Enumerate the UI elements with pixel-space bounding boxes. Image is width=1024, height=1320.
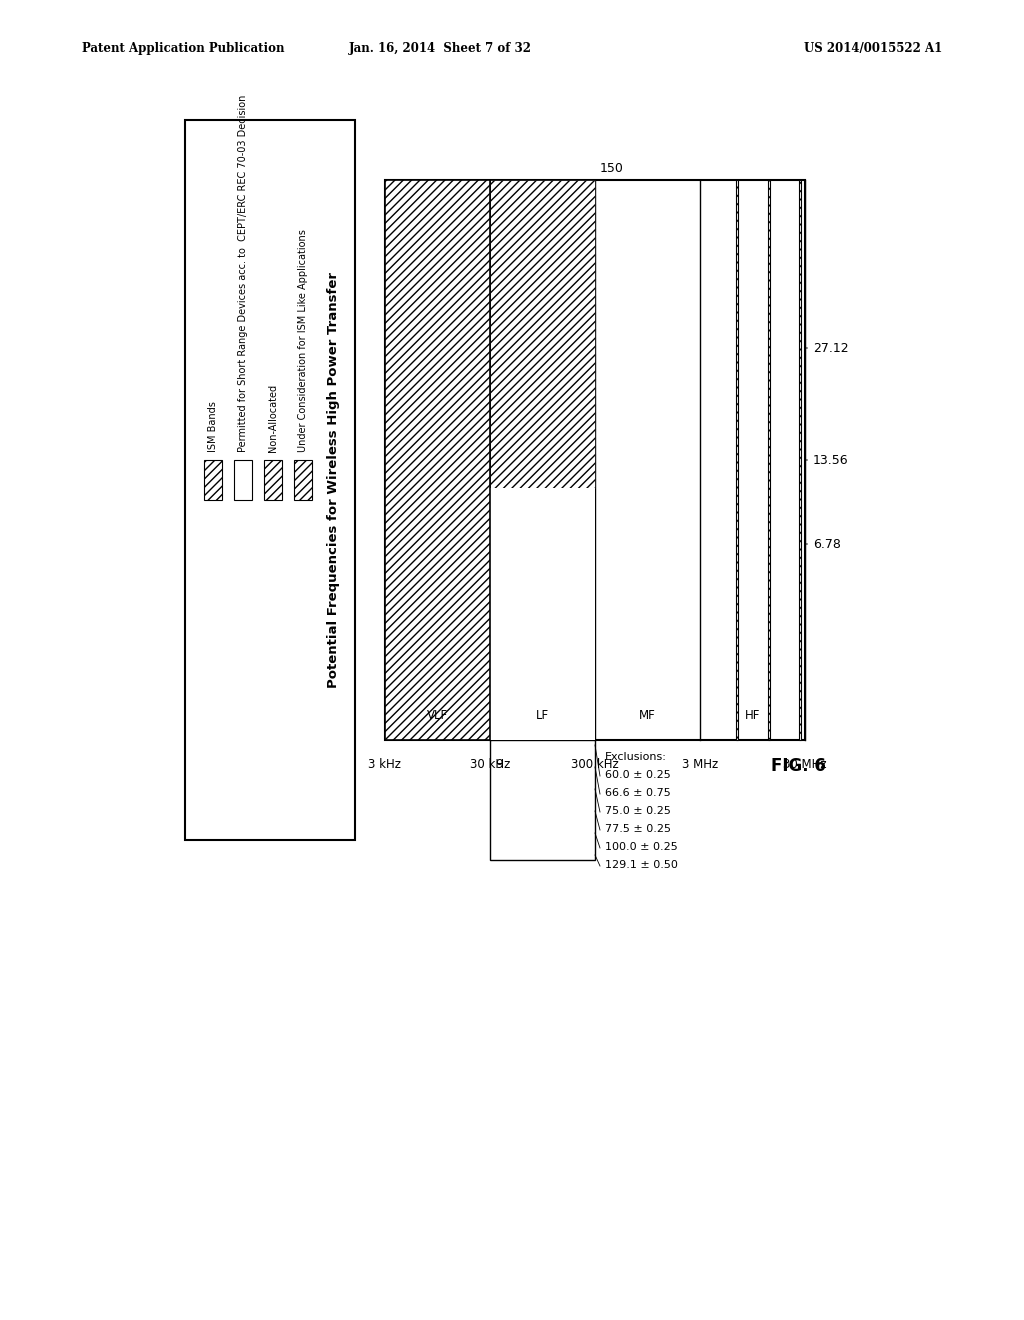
Text: 30 MHz: 30 MHz xyxy=(783,758,826,771)
Text: 30 kHz: 30 kHz xyxy=(470,758,510,771)
Text: 3 MHz: 3 MHz xyxy=(682,758,718,771)
Text: Non-Allocated: Non-Allocated xyxy=(268,384,278,451)
Text: 9: 9 xyxy=(495,758,503,771)
Text: 13.56: 13.56 xyxy=(805,454,849,466)
Bar xyxy=(385,180,805,741)
Text: 77.5 ± 0.25: 77.5 ± 0.25 xyxy=(605,824,671,834)
Text: 129.1 ± 0.50: 129.1 ± 0.50 xyxy=(605,861,678,870)
Text: FIG. 6: FIG. 6 xyxy=(771,756,826,775)
Bar xyxy=(185,120,355,840)
Text: 300 kHz: 300 kHz xyxy=(571,758,618,771)
Text: Permitted for Short Range Devices acc. to  CEPT/ERC REC 70-03 Decision: Permitted for Short Range Devices acc. t… xyxy=(238,95,248,451)
Text: HF: HF xyxy=(744,709,760,722)
Text: Patent Application Publication: Patent Application Publication xyxy=(82,42,285,55)
Bar xyxy=(490,180,595,488)
Text: Potential Frequencies for Wireless High Power Transfer: Potential Frequencies for Wireless High … xyxy=(327,272,340,688)
Text: 27.12: 27.12 xyxy=(805,342,849,355)
Text: ISM Bands: ISM Bands xyxy=(208,401,218,451)
Bar xyxy=(736,180,738,741)
Text: LF: LF xyxy=(536,709,549,722)
Text: 6.78: 6.78 xyxy=(805,537,841,550)
Bar xyxy=(234,459,252,500)
Bar xyxy=(264,459,282,500)
Bar xyxy=(294,459,312,500)
Text: 150: 150 xyxy=(600,162,624,176)
Bar xyxy=(385,180,490,741)
Bar xyxy=(490,741,595,861)
Text: 100.0 ± 0.25: 100.0 ± 0.25 xyxy=(605,842,678,851)
Text: Under Consideration for ISM Like Applications: Under Consideration for ISM Like Applica… xyxy=(298,230,308,451)
Text: Jan. 16, 2014  Sheet 7 of 32: Jan. 16, 2014 Sheet 7 of 32 xyxy=(349,42,531,55)
Bar xyxy=(800,180,802,741)
Text: VLF: VLF xyxy=(427,709,449,722)
Text: Exclusions:: Exclusions: xyxy=(605,752,667,762)
Text: 66.6 ± 0.75: 66.6 ± 0.75 xyxy=(605,788,671,799)
Text: 75.0 ± 0.25: 75.0 ± 0.25 xyxy=(605,807,671,816)
Text: MF: MF xyxy=(639,709,656,722)
Text: US 2014/0015522 A1: US 2014/0015522 A1 xyxy=(804,42,942,55)
Bar xyxy=(490,488,595,741)
Text: 3 kHz: 3 kHz xyxy=(369,758,401,771)
Text: 60.0 ± 0.25: 60.0 ± 0.25 xyxy=(605,770,671,780)
Bar xyxy=(385,180,490,741)
Bar xyxy=(768,180,770,741)
Bar xyxy=(204,459,222,500)
